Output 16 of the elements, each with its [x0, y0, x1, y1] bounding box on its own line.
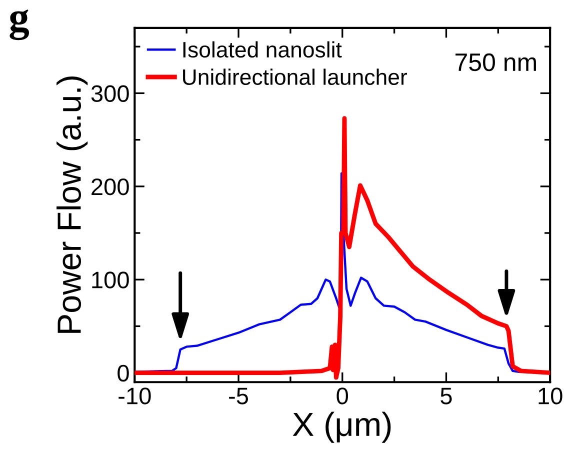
y-tick-label: 300: [91, 85, 129, 102]
x-tick-label: 10: [538, 388, 562, 404]
line-series: [134, 116, 550, 380]
legend-label: Unidirectional launcher: [183, 68, 408, 85]
annotation: 750 nm: [456, 53, 536, 72]
y-tick-label: 200: [92, 178, 129, 196]
text: g: [10, 10, 30, 40]
x-tick-label: 5: [440, 388, 452, 404]
x-tick-label: -10: [118, 388, 151, 404]
y-axis-title: Power Flow (a.u.): [56, 76, 88, 333]
x-tick-label: -5: [229, 388, 248, 404]
x-tick-label: 0: [336, 388, 348, 404]
y-tick-label: 0: [118, 364, 129, 382]
y-tick-label: 100: [92, 272, 129, 288]
legend-label: Isolated nanoslit: [183, 41, 342, 58]
x-axis-title: X (μm): [292, 412, 391, 443]
